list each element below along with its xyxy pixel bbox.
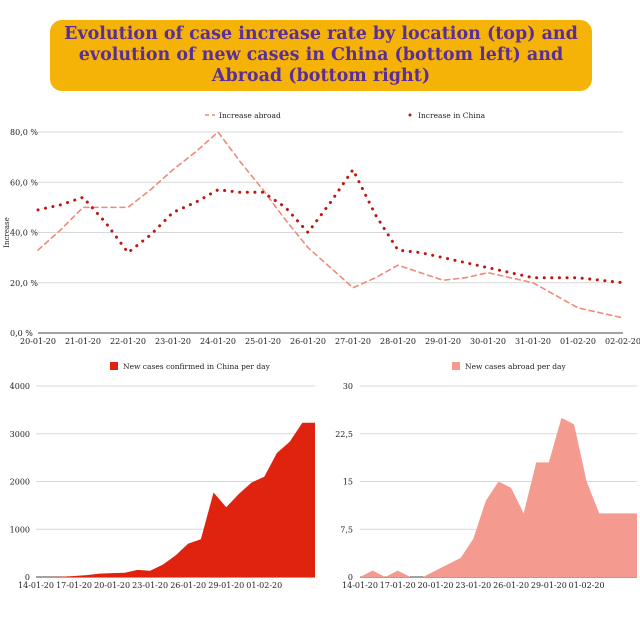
china-chart-x-tick-label: 29-01-20 <box>208 581 244 590</box>
legend-label-increase-abroad: Increase abroad <box>219 111 281 120</box>
china-chart-x-tick-label: 14-01-20 <box>18 581 54 590</box>
top-x-tick-label: 21-01-20 <box>65 337 101 346</box>
top-x-tick-label: 23-01-20 <box>155 337 191 346</box>
top-y-axis-label: Increase <box>3 217 11 248</box>
top-y-tick-label: 60,0 % <box>10 178 38 187</box>
abroad-chart-y-tick-label: 22,5 <box>335 430 353 439</box>
top-x-tick-label: 25-01-20 <box>245 337 281 346</box>
chart-title: Evolution of case increase rate by locat… <box>64 24 578 86</box>
abroad-chart-x-tick-label: 20-01-20 <box>418 581 454 590</box>
abroad-chart-x-tick-label: 29-01-20 <box>531 581 567 590</box>
china-chart-x-tick-label: 17-01-20 <box>56 581 92 590</box>
abroad-chart-x-tick-label: 26-01-20 <box>493 581 529 590</box>
china-chart-x-tick-label: 01-02-20 <box>246 581 282 590</box>
top-x-tick-label: 02-02-20 <box>605 337 640 346</box>
legend-label-increase-china: Increase in China <box>418 111 486 120</box>
china-chart-x-tick-label: 20-01-20 <box>94 581 130 590</box>
abroad-chart-x-tick-label: 14-01-20 <box>342 581 378 590</box>
china-chart-y-tick-label: 1000 <box>10 525 30 534</box>
china-chart-y-tick-label: 0 <box>25 573 30 582</box>
line-series-increase-china <box>36 168 625 285</box>
china-chart-x-tick-label: 23-01-20 <box>132 581 168 590</box>
abroad-chart-x-tick-label: 23-01-20 <box>455 581 491 590</box>
top-x-tick-label: 31-01-20 <box>515 337 551 346</box>
top-x-tick-label: 01-02-20 <box>560 337 596 346</box>
top-x-tick-label: 28-01-20 <box>380 337 416 346</box>
abroad-chart-legend-label: New cases abroad per day <box>465 362 567 371</box>
abroad-chart-x-tick-label: 17-01-20 <box>380 581 416 590</box>
top-x-tick-label: 22-01-20 <box>110 337 146 346</box>
abroad-chart-x-tick-label: 01-02-20 <box>569 581 605 590</box>
abroad-chart-y-tick-label: 0 <box>348 573 353 582</box>
top-y-tick-label: 80,0 % <box>10 128 38 137</box>
abroad-chart-y-tick-label: 15 <box>343 478 353 487</box>
top-y-tick-label: 40,0 % <box>10 229 38 238</box>
top-x-tick-label: 20-01-20 <box>20 337 56 346</box>
top-x-tick-label: 26-01-20 <box>290 337 326 346</box>
abroad-chart-area-series <box>360 417 637 577</box>
china-chart-y-tick-label: 4000 <box>10 382 30 391</box>
top-y-tick-label: 0,0 % <box>10 329 33 338</box>
china-chart-legend-swatch <box>110 362 118 370</box>
china-chart-y-tick-label: 3000 <box>10 430 30 439</box>
top-x-tick-label: 27-01-20 <box>335 337 371 346</box>
abroad-chart-y-tick-label: 7,5 <box>340 525 353 534</box>
abroad-chart-y-tick-label: 30 <box>343 382 353 391</box>
china-chart-x-tick-label: 26-01-20 <box>170 581 206 590</box>
china-chart-y-tick-label: 2000 <box>10 478 30 487</box>
abroad-chart-legend-swatch <box>452 362 460 370</box>
line-series-increase-abroad <box>37 131 624 319</box>
top-x-tick-label: 29-01-20 <box>425 337 461 346</box>
china-chart-area-series <box>36 422 315 577</box>
china-chart-legend-label: New cases confirmed in China per day <box>123 362 271 371</box>
top-x-tick-label: 24-01-20 <box>200 337 236 346</box>
top-y-tick-label: 20,0 % <box>10 279 38 288</box>
legend-swatch-increase-china <box>408 113 412 117</box>
title-banner: Evolution of case increase rate by locat… <box>50 20 592 91</box>
top-x-tick-label: 30-01-20 <box>470 337 506 346</box>
